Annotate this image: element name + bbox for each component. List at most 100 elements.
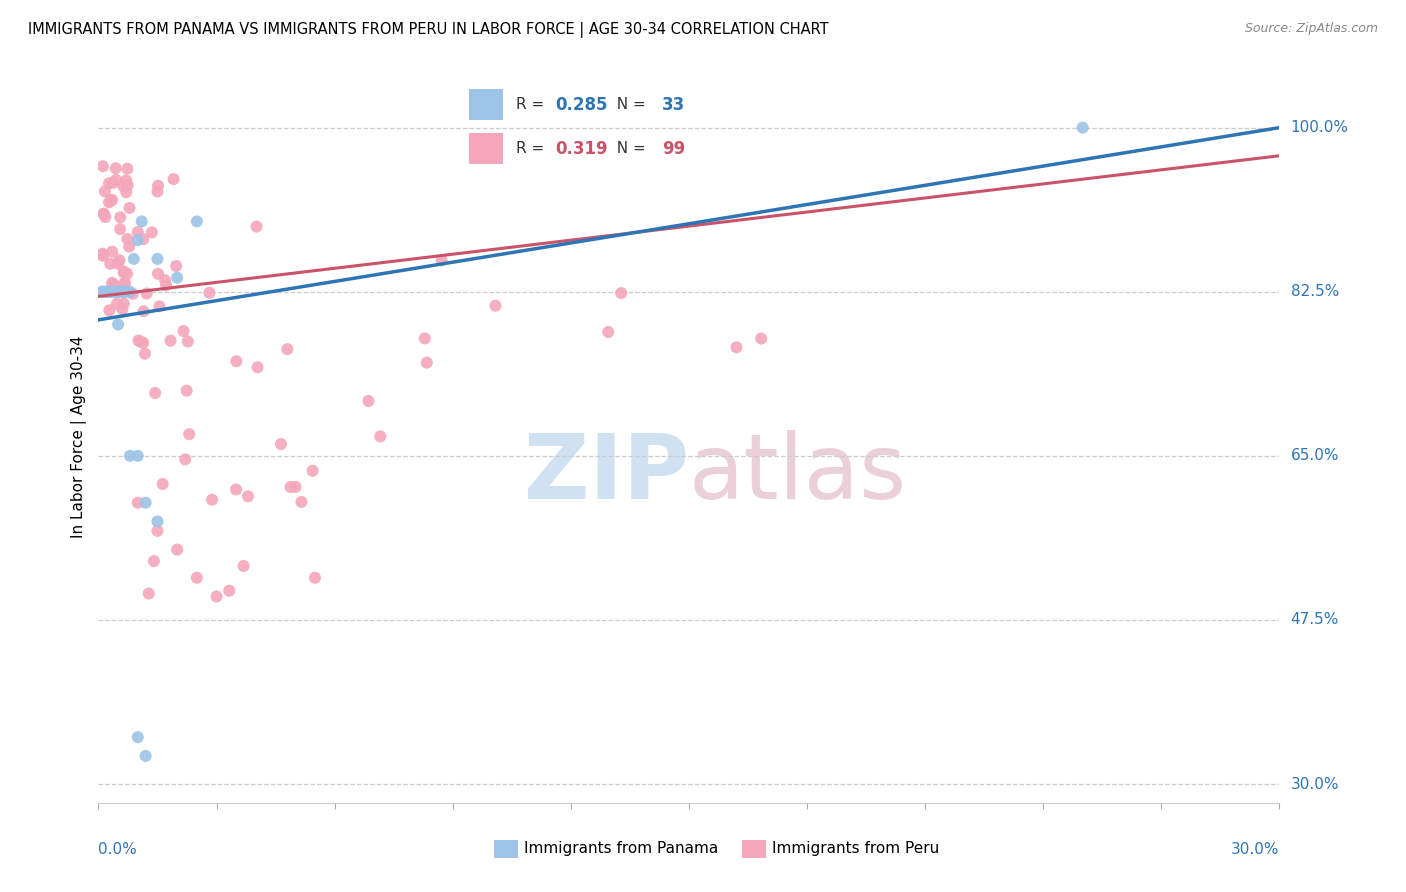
Point (115, 285, 138, 299)
Point (146, 178, 169, 193)
Point (159, 334, 181, 348)
Text: 82.5%: 82.5% (1291, 285, 1339, 299)
Point (114, 277, 136, 291)
Point (103, 285, 125, 299)
Point (105, 173, 128, 187)
Y-axis label: In Labor Force | Age 30-34: In Labor Force | Age 30-34 (72, 335, 87, 539)
Point (118, 449, 141, 463)
Text: Source: ZipAtlas.com: Source: ZipAtlas.com (1244, 22, 1378, 36)
Point (104, 161, 127, 176)
Point (166, 270, 188, 285)
Point (101, 244, 124, 259)
Point (112, 296, 135, 310)
Point (114, 276, 136, 290)
Text: atlas: atlas (689, 430, 907, 517)
Point (236, 489, 259, 503)
Point (135, 286, 157, 301)
Point (246, 360, 269, 375)
Point (111, 285, 134, 299)
Point (107, 285, 129, 299)
Point (93, 207, 115, 221)
Point (146, 267, 169, 281)
Point (166, 542, 188, 557)
Point (143, 554, 166, 568)
Point (101, 276, 124, 290)
Point (98, 285, 121, 299)
Point (135, 496, 157, 510)
Point (91, 246, 114, 260)
Point (132, 232, 155, 246)
Point (93, 207, 115, 221)
Text: 100.0%: 100.0% (1291, 120, 1348, 135)
Point (98, 285, 121, 299)
Point (132, 335, 155, 350)
Point (152, 477, 174, 491)
Point (301, 464, 323, 478)
Point (117, 161, 139, 176)
Point (115, 186, 138, 200)
Point (430, 253, 453, 268)
Point (357, 394, 380, 409)
Point (413, 331, 436, 345)
Point (118, 201, 141, 215)
Point (146, 515, 169, 529)
Point (122, 252, 145, 266)
Point (225, 483, 247, 497)
Point (135, 748, 157, 763)
Point (98, 257, 121, 271)
Point (284, 480, 307, 494)
Point (112, 266, 135, 280)
Point (225, 354, 247, 368)
Point (131, 214, 153, 228)
Point (103, 277, 125, 292)
FancyBboxPatch shape (494, 840, 517, 858)
Point (280, 480, 302, 494)
Point (290, 495, 312, 509)
Point (118, 240, 141, 254)
Point (108, 253, 131, 268)
Point (122, 286, 145, 301)
Point (103, 176, 125, 190)
Point (146, 524, 169, 538)
Point (148, 299, 170, 313)
Point (107, 256, 129, 270)
Point (98, 195, 121, 210)
Point (100, 194, 122, 208)
Point (91, 249, 114, 263)
Point (127, 496, 149, 510)
Point (146, 185, 169, 199)
Point (98, 177, 121, 191)
Point (115, 285, 138, 299)
FancyBboxPatch shape (742, 840, 766, 858)
Point (198, 285, 221, 300)
Point (155, 278, 177, 293)
Point (103, 285, 125, 299)
Text: Immigrants from Panama: Immigrants from Panama (523, 841, 718, 856)
Point (201, 492, 224, 507)
Point (96, 285, 118, 299)
Text: IMMIGRANTS FROM PANAMA VS IMMIGRANTS FROM PERU IN LABOR FORCE | AGE 30-34 CORREL: IMMIGRANTS FROM PANAMA VS IMMIGRANTS FRO… (28, 22, 828, 38)
Point (146, 252, 169, 266)
Point (304, 571, 326, 585)
Point (176, 384, 198, 398)
Point (96, 285, 118, 299)
Point (218, 583, 240, 598)
Point (270, 437, 292, 451)
Point (177, 334, 200, 349)
Point (749, 332, 772, 346)
Point (245, 219, 267, 234)
Point (101, 193, 124, 207)
Text: ZIP: ZIP (524, 430, 689, 517)
Text: 30.0%: 30.0% (1291, 777, 1339, 791)
Text: 30.0%: 30.0% (1232, 842, 1279, 856)
Point (165, 259, 187, 273)
Point (205, 590, 228, 604)
Point (107, 285, 129, 299)
Point (107, 318, 129, 332)
Point (98, 285, 121, 299)
Point (186, 571, 208, 585)
Point (111, 302, 134, 317)
Point (111, 285, 134, 299)
Point (110, 211, 132, 225)
Point (610, 286, 633, 301)
